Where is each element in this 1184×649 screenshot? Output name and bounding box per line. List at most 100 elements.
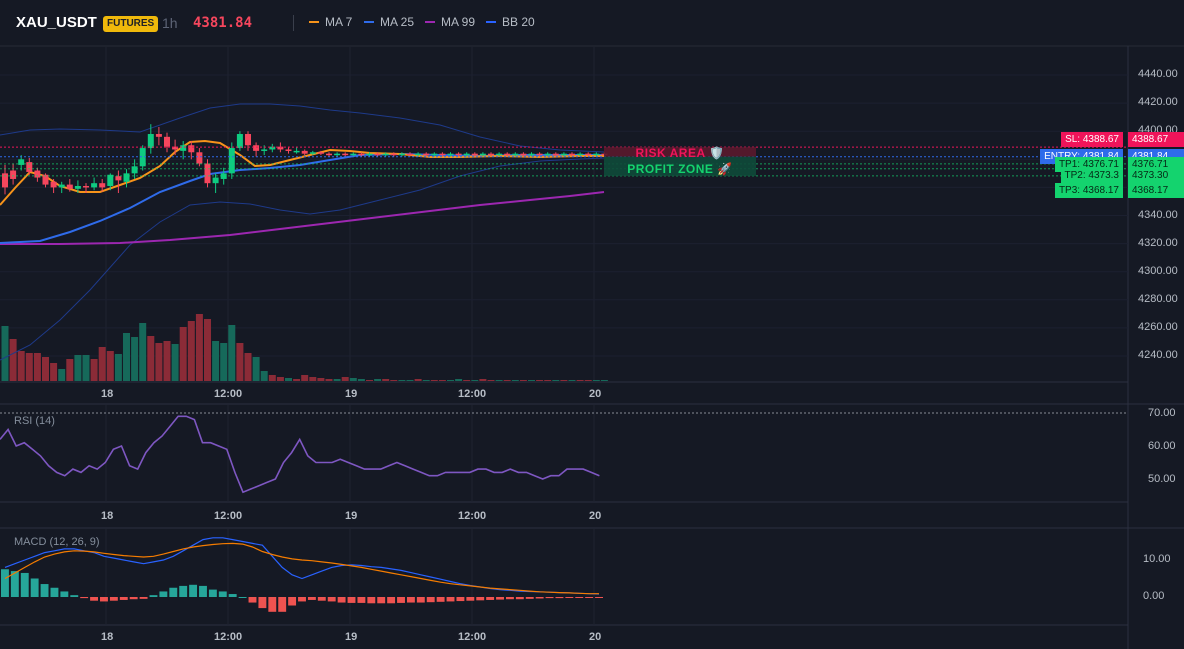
candle-body [180,145,187,151]
macd-histogram-bar [50,587,59,597]
time-label: 12:00 [458,510,487,522]
candle-body [455,153,462,156]
macd-histogram-bar [100,597,108,602]
macd-histogram-bar [456,597,465,602]
volume-bar [204,319,211,381]
legend-bb20[interactable]: BB 20 [486,15,535,29]
candle-body [374,153,381,156]
volume-bar [293,379,301,381]
macd-histogram-bar [466,597,475,601]
candle-body [301,150,308,154]
legend-ma99-label: MA 99 [441,15,476,29]
candle-body [342,153,349,156]
candle-body [172,146,179,150]
volume-bar [131,337,139,381]
macd-histogram-bar [278,597,287,612]
volume-bar [349,378,357,381]
time-label: 19 [345,631,358,643]
time-label: 12:00 [214,510,243,522]
volume-bar [511,380,519,381]
volume-bar [414,379,422,381]
candle-body [115,176,122,181]
candle-body [83,185,89,188]
volume-bar [552,380,560,381]
candle-body [326,153,332,156]
candle-body [245,134,251,146]
candle-body [236,134,243,149]
interval-selector[interactable]: 1h [162,15,178,31]
candle-body [204,163,211,184]
volume-bar [1,326,9,381]
volume-bar [495,380,503,381]
macd-histogram-bar [70,595,79,597]
candle-body [253,145,260,151]
candle-body [269,146,276,150]
legend-bb20-label: BB 20 [502,15,535,29]
volume-bar [366,380,373,381]
macd-histogram-bar [397,597,405,603]
legend-ma99[interactable]: MA 99 [425,15,475,29]
candle-body [447,153,454,156]
macd-line [4,537,600,595]
volume-bar [98,347,106,381]
macd-histogram-bar [80,597,89,599]
price-tick: 4440.00 [1138,68,1178,80]
time-label: 19 [345,510,358,522]
last-price: 4381.84 [193,15,253,31]
candle-body [147,134,154,149]
candle-body [91,183,98,188]
macd-histogram-bar [208,589,217,597]
macd-histogram-bar [268,597,277,612]
symbol-name[interactable]: XAU_USDT [16,14,97,31]
volume-bar [42,357,49,381]
macd-histogram-bar [109,597,118,601]
volume-bar [82,355,90,381]
candle-body [228,148,235,174]
volume-bar [430,380,438,381]
volume-bar [576,380,584,381]
candle-body [577,153,584,156]
legend-ma25-label: MA 25 [380,15,415,29]
bb20-swatch [486,21,496,23]
volume-bar [244,353,252,381]
candle-body [220,173,227,179]
candle-body [479,153,486,156]
legend-ma7[interactable]: MA 7 [309,15,352,29]
volume-bar [422,380,430,381]
time-label: 19 [345,388,358,400]
macd-histogram-bar [199,585,207,597]
macd-histogram-bar [337,597,346,603]
volume-bar [325,379,333,381]
volume-bar [519,380,527,381]
volume-bar [33,353,41,381]
volume-bar [17,351,25,381]
macd-histogram-bar [486,597,495,600]
time-label: 12:00 [214,388,243,400]
candle-body [285,149,292,151]
volume-bar [187,321,195,381]
volume-bar [447,380,454,381]
time-label: 18 [101,388,114,400]
candle-body [196,152,203,164]
volume-bar [560,380,568,381]
candle-body [423,153,430,156]
price-tick: 4420.00 [1138,96,1178,109]
macd-histogram-bar [565,597,574,598]
time-label: 18 [101,631,114,643]
candle-body [350,153,357,156]
macd-histogram-bar [317,597,326,601]
volume-bar [317,378,325,381]
volume-bar [600,380,608,381]
profit-zone: PROFIT ZONE 🚀 [627,161,733,176]
volume-bar [390,380,398,381]
ma99-swatch [425,21,435,23]
candle-body [528,153,535,156]
legend-ma25[interactable]: MA 25 [364,15,414,29]
candle-body [560,153,567,156]
profit-zone-rect [604,156,756,176]
ma7-line [0,139,604,206]
macd-histogram-bar [139,597,148,599]
time-label: 20 [589,388,602,400]
volume-bar [463,380,471,381]
